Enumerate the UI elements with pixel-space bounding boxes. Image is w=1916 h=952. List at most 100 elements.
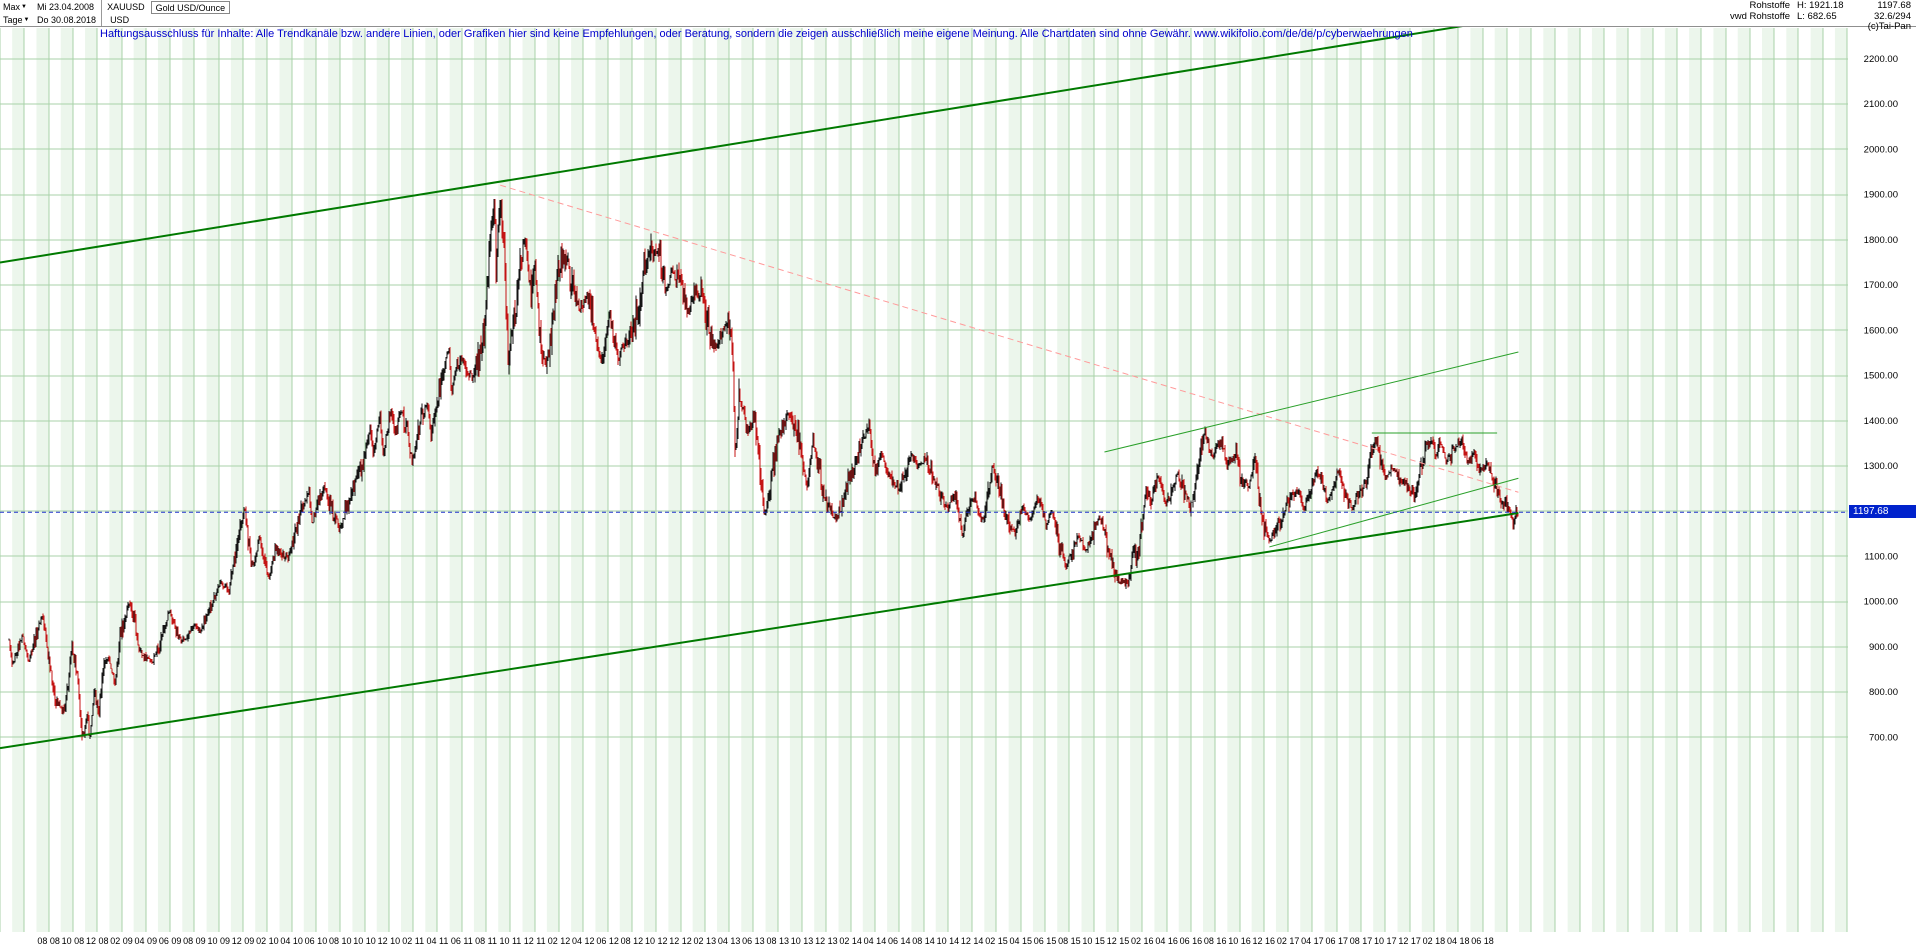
svg-text:08 17: 08 17 (1350, 936, 1373, 946)
svg-text:12 10: 12 10 (378, 936, 401, 946)
svg-text:08 08: 08 08 (37, 936, 60, 946)
trend-line-channel-upper[interactable] (0, 15, 1519, 264)
svg-text:1600.00: 1600.00 (1864, 325, 1898, 336)
svg-text:02 10: 02 10 (256, 936, 279, 946)
period-dropdown-label: Max (3, 1, 21, 12)
svg-text:06 15: 06 15 (1034, 936, 1057, 946)
svg-text:08 13: 08 13 (766, 936, 789, 946)
svg-text:08 10: 08 10 (329, 936, 352, 946)
svg-text:06 17: 06 17 (1325, 936, 1348, 946)
svg-text:04 13: 04 13 (718, 936, 741, 946)
disclaimer-text: Haftungsausschluss für Inhalte: Alle Tre… (100, 28, 1413, 40)
svg-text:12 11: 12 11 (524, 936, 546, 946)
svg-text:12 08: 12 08 (86, 936, 109, 946)
svg-text:04 10: 04 10 (280, 936, 303, 946)
svg-text:10 13: 10 13 (791, 936, 814, 946)
svg-text:1900.00: 1900.00 (1864, 190, 1898, 201)
svg-text:02 18: 02 18 (1423, 936, 1446, 946)
svg-text:04 12: 04 12 (572, 936, 595, 946)
last-price-chip: 1197.68 (1849, 505, 1916, 519)
svg-text:1000.00: 1000.00 (1864, 597, 1898, 608)
svg-text:06 14: 06 14 (888, 936, 911, 946)
svg-text:08 16: 08 16 (1204, 936, 1227, 946)
svg-text:12 13: 12 13 (815, 936, 838, 946)
interval-dropdown[interactable]: Tage ▼ (3, 15, 35, 25)
svg-text:12 17: 12 17 (1398, 936, 1421, 946)
instrument-name-box: Gold USD/Ounce (150, 1, 231, 14)
background-stripes (12, 28, 1848, 932)
svg-text:800.00: 800.00 (1869, 687, 1898, 698)
svg-text:02 09: 02 09 (110, 936, 133, 946)
svg-text:12 14: 12 14 (961, 936, 984, 946)
svg-text:02 17: 02 17 (1277, 936, 1300, 946)
svg-text:900.00: 900.00 (1869, 642, 1898, 653)
candles-down (9, 198, 1519, 741)
svg-text:06 18: 06 18 (1471, 936, 1494, 946)
info-low: L: 682.65 (1797, 10, 1837, 22)
info-feed: vwd Rohstoffe (1729, 10, 1790, 22)
y-axis-labels: 700.00800.00900.001000.001100.001200.001… (1864, 54, 1898, 743)
svg-text:04 09: 04 09 (135, 936, 158, 946)
svg-text:06 11: 06 11 (451, 936, 473, 946)
svg-text:10 11: 10 11 (499, 936, 521, 946)
svg-text:10 08: 10 08 (62, 936, 85, 946)
svg-text:700.00: 700.00 (1869, 732, 1898, 743)
svg-text:04 11: 04 11 (427, 936, 449, 946)
trend-lines (0, 15, 1519, 750)
trend-line-channel-lower[interactable] (0, 512, 1519, 750)
info-high: H: 1921.18 (1797, 0, 1844, 11)
svg-text:02 13: 02 13 (694, 936, 717, 946)
quote-info-panel: Rohstoffe H: 1921.18 1197.68 vwd Rohstof… (1729, 0, 1911, 33)
svg-text:04 18: 04 18 (1447, 936, 1470, 946)
svg-text:02 12: 02 12 (548, 936, 571, 946)
svg-text:02 16: 02 16 (1131, 936, 1154, 946)
svg-text:12 12: 12 12 (669, 936, 692, 946)
svg-text:12 09: 12 09 (232, 936, 255, 946)
svg-text:1700.00: 1700.00 (1864, 280, 1898, 291)
symbol-field[interactable]: XAUUSD USD (101, 0, 149, 26)
trend-line-downtrend-from-ath[interactable] (500, 184, 1519, 493)
svg-text:10 10: 10 10 (353, 936, 376, 946)
svg-text:06 12: 06 12 (596, 936, 619, 946)
symbol-currency: USD (110, 14, 130, 25)
svg-text:1300.00: 1300.00 (1864, 461, 1898, 472)
range-controls: Max ▼ Mi 23.04.2008 Tage ▼ Do 30.08.2018 (0, 0, 96, 26)
chevron-down-icon: ▼ (21, 3, 27, 10)
svg-text:08 09: 08 09 (183, 936, 206, 946)
date-from-field[interactable]: Mi 23.04.2008 (37, 1, 95, 12)
svg-text:02 14: 02 14 (839, 936, 862, 946)
symbol-code: XAUUSD (107, 1, 145, 12)
info-range-indicator: 32.6/294 (1874, 10, 1911, 22)
svg-text:2100.00: 2100.00 (1864, 99, 1898, 110)
svg-text:04 17: 04 17 (1301, 936, 1324, 946)
svg-text:10 15: 10 15 (1082, 936, 1105, 946)
svg-text:12 15: 12 15 (1107, 936, 1130, 946)
trend-line-wedge-upper[interactable] (1104, 351, 1519, 453)
vertical-gridlines (0, 28, 1848, 932)
x-axis-labels: 08 08 10 08 12 08 02 09 04 09 06 09 08 09 10 09… (37, 936, 1493, 946)
svg-text:2200.00: 2200.00 (1864, 54, 1898, 65)
date-to-field[interactable]: Do 30.08.2018 (37, 14, 97, 25)
svg-text:10 16: 10 16 (1228, 936, 1251, 946)
svg-text:08 14: 08 14 (912, 936, 935, 946)
svg-text:1400.00: 1400.00 (1864, 416, 1898, 427)
svg-text:2000.00: 2000.00 (1864, 144, 1898, 155)
copyright-label: (c)Tai-Pan (1867, 21, 1911, 32)
svg-text:10 12: 10 12 (645, 936, 668, 946)
svg-text:08 12: 08 12 (621, 936, 644, 946)
svg-text:1500.00: 1500.00 (1864, 371, 1898, 382)
svg-text:10 14: 10 14 (937, 936, 960, 946)
svg-text:06 09: 06 09 (159, 936, 182, 946)
svg-text:02 15: 02 15 (985, 936, 1008, 946)
svg-text:04 14: 04 14 (864, 936, 887, 946)
info-last-price: 1197.68 (1877, 0, 1911, 11)
svg-text:06 13: 06 13 (742, 936, 765, 946)
svg-text:02 11: 02 11 (402, 936, 424, 946)
toolbar: Max ▼ Mi 23.04.2008 Tage ▼ Do 30.08.2018 X… (0, 0, 1916, 27)
svg-text:10 17: 10 17 (1374, 936, 1397, 946)
svg-text:08 15: 08 15 (1058, 936, 1081, 946)
svg-text:06 16: 06 16 (1180, 936, 1203, 946)
period-dropdown[interactable]: Max ▼ (3, 2, 35, 12)
interval-dropdown-label: Tage (3, 14, 23, 25)
